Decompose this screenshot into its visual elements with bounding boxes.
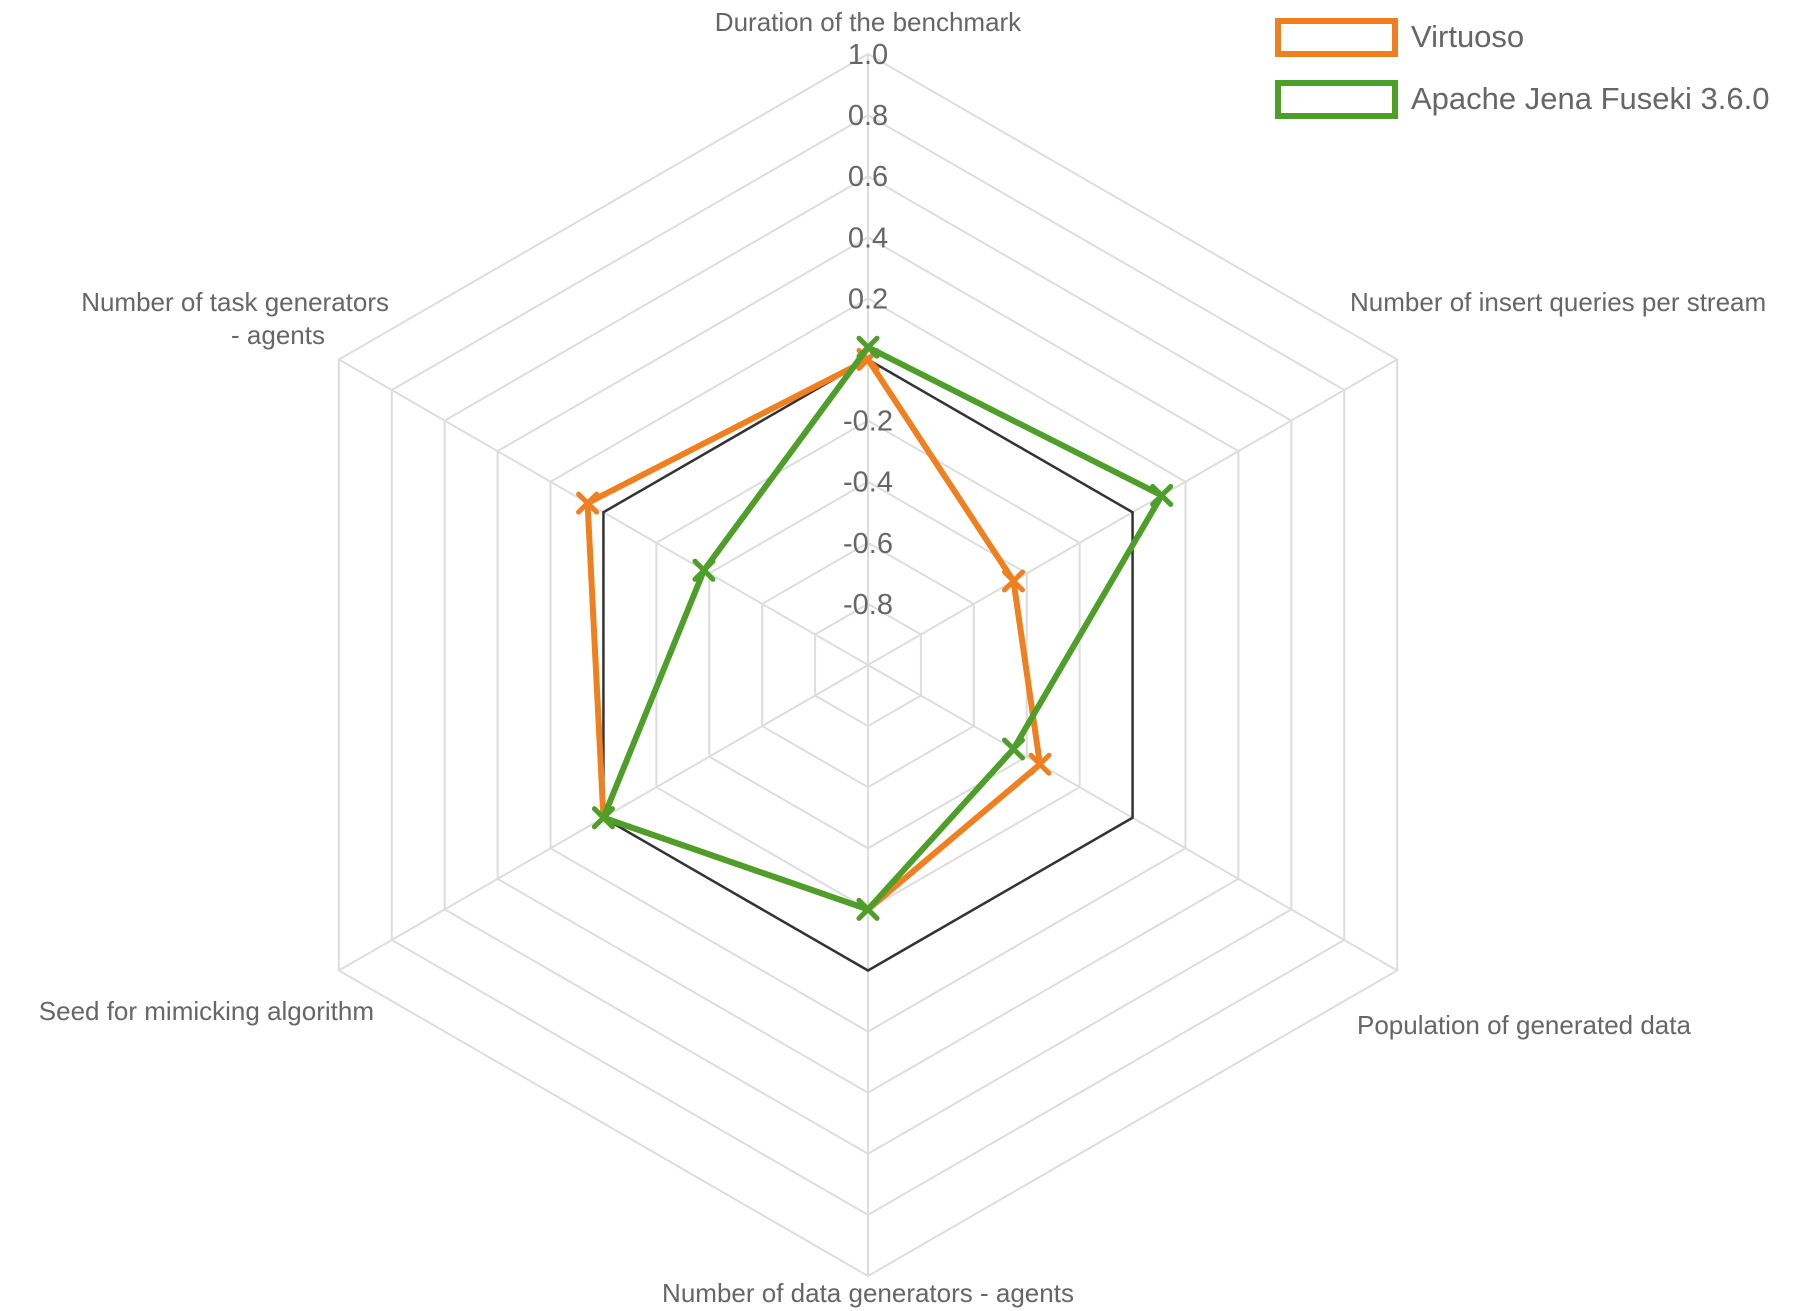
data-point[interactable] — [1150, 483, 1174, 507]
axis-label: Number of data generators - agents — [662, 1278, 1074, 1308]
tick-label: 0.2 — [848, 283, 888, 315]
data-point[interactable] — [1028, 752, 1052, 776]
tick-label: -0.8 — [843, 589, 893, 621]
axis-label: Population of generated data — [1357, 1010, 1691, 1040]
data-point[interactable] — [692, 558, 716, 582]
axis-label: Number of insert queries per stream — [1350, 287, 1766, 317]
legend-item-virtuoso[interactable]: Virtuoso — [1275, 18, 1524, 57]
tick-label: 0.8 — [848, 100, 888, 132]
baseline-polygon — [602, 358, 1134, 972]
legend-swatch-fuseki — [1275, 80, 1398, 119]
tick-label: -0.6 — [843, 528, 893, 560]
axis-label: Seed for mimicking algorithm — [39, 996, 374, 1026]
legend: Virtuoso Apache Jena Fuseki 3.6.0 — [1275, 18, 1769, 119]
radial-tick-labels: -0.8 -0.6 -0.4 -0.2 0.2 0.4 0.6 0.8 1.0 — [843, 39, 893, 621]
baseline-hexagon — [602, 358, 1134, 972]
axis-label: - agents — [231, 320, 325, 350]
tick-label: 1.0 — [848, 39, 888, 71]
data-point[interactable] — [856, 335, 880, 359]
tick-label: -0.2 — [843, 406, 893, 438]
legend-item-fuseki[interactable]: Apache Jena Fuseki 3.6.0 — [1275, 80, 1769, 119]
legend-swatch-virtuoso — [1275, 18, 1398, 57]
data-point[interactable] — [856, 897, 880, 921]
tick-label: 0.6 — [848, 161, 888, 193]
series-layer — [576, 335, 1174, 921]
data-point[interactable] — [576, 491, 600, 515]
legend-label-virtuoso: Virtuoso — [1411, 19, 1524, 54]
legend-label-fuseki: Apache Jena Fuseki 3.6.0 — [1411, 81, 1769, 116]
axis-label: Number of task generators — [81, 287, 389, 317]
tick-label: -0.4 — [843, 467, 893, 499]
data-point[interactable] — [591, 806, 615, 830]
series-1 — [591, 335, 1174, 921]
data-point[interactable] — [1002, 569, 1026, 593]
axis-label: Duration of the benchmark — [715, 7, 1022, 37]
axis-labels: Duration of the benchmark Number of inser… — [39, 7, 1766, 1308]
tick-label: 0.4 — [848, 222, 888, 254]
data-point[interactable] — [1002, 737, 1026, 761]
